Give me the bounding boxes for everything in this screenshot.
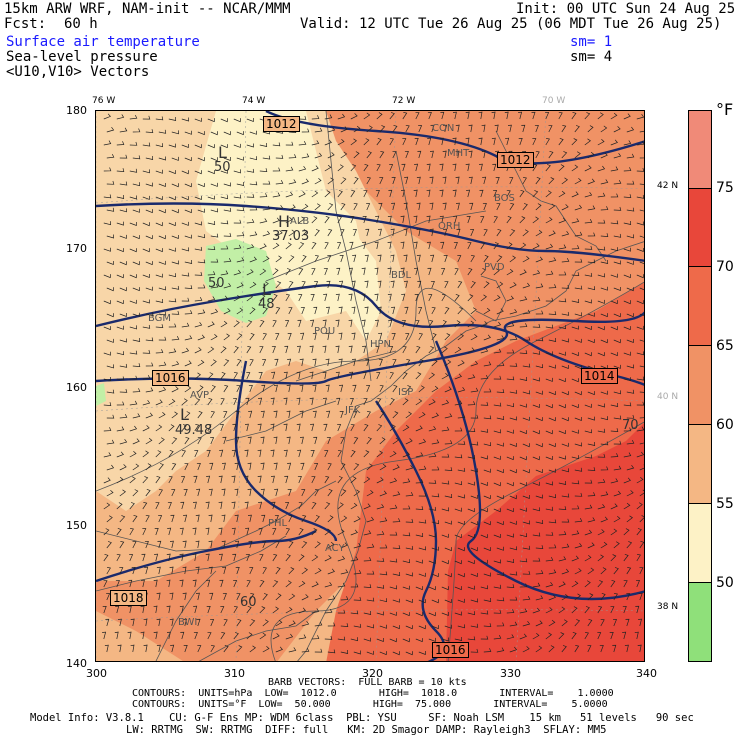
field-label-temp: Surface air temperature xyxy=(6,34,200,50)
colorbar-label-75: 75 xyxy=(716,180,734,196)
coastlines xyxy=(96,111,644,661)
temp-fill-below-50-a xyxy=(204,239,276,323)
station-isp: ISP xyxy=(398,387,414,398)
y-tick-180: 180 xyxy=(66,104,87,117)
x-tick-330: 330 xyxy=(500,667,521,680)
fcst-value: 60 h xyxy=(64,16,98,32)
weather-map xyxy=(95,110,645,662)
contours-temp: CONTOURS: UNITS=°F LOW= 50.000 HIGH= 75.… xyxy=(132,699,608,710)
colorbar-label-65: 65 xyxy=(716,338,734,354)
colorbar-swatch-3 xyxy=(689,346,711,425)
temp-fill-below-50-b xyxy=(96,383,106,406)
temp-fill-50-55-pale xyxy=(196,111,366,321)
station-bdl: BDL xyxy=(391,270,412,281)
isobar-label-1014: 1014 xyxy=(581,368,618,384)
lon-label-76w: 76 W xyxy=(92,96,116,106)
lon-label-74w: 74 W xyxy=(242,96,266,106)
low-symbol-b: L xyxy=(262,280,271,299)
station-avp: AVP xyxy=(190,390,210,401)
wind-barb-field xyxy=(102,111,644,656)
isobar-label-1012-a: 1012 xyxy=(263,116,300,132)
isobar-label-1016-a: 1016 xyxy=(152,370,189,386)
lon-label-72w: 72 W xyxy=(392,96,416,106)
field-label-vectors: <U10,V10> Vectors xyxy=(6,64,150,80)
colorbar-swatch-6 xyxy=(689,583,711,661)
colorbar-label-70: 70 xyxy=(716,259,734,275)
station-phl: PHL xyxy=(268,518,288,529)
colorbar-swatch-1 xyxy=(689,189,711,267)
x-tick-340: 340 xyxy=(636,667,657,680)
field-label-slp: Sea-level pressure xyxy=(6,49,158,65)
station-mht: MHT xyxy=(447,148,470,159)
high-symbol: H xyxy=(278,212,291,231)
isotherm-label-60: 60 xyxy=(240,595,257,610)
station-alb: ALB xyxy=(290,216,310,227)
station-bwi: BWI xyxy=(178,617,198,628)
x-tick-320: 320 xyxy=(362,667,383,680)
wind-barbs xyxy=(102,111,644,656)
temp-fill-70-75 xyxy=(446,423,644,661)
isotherms xyxy=(96,281,644,661)
x-tick-300: 300 xyxy=(86,667,107,680)
init-time: Init: 00 UTC Sun 24 Aug 25 xyxy=(516,1,736,17)
low-symbol-c: L xyxy=(180,405,189,424)
barb-info: BARB VECTORS: FULL BARB = 10 kts xyxy=(268,677,467,688)
colorbar-label-50: 50 xyxy=(716,575,734,591)
contours-hpa: CONTOURS: UNITS=hPa LOW= 1012.0 HIGH= 10… xyxy=(132,688,614,699)
model-info-2: LW: RRTMG SW: RRTMG DIFF: full KM: 2D Sm… xyxy=(126,724,607,736)
model-info-1: Model Info: V3.8.1 CU: G-F Ens MP: WDM 6… xyxy=(30,712,694,724)
station-pvd: PVD xyxy=(484,262,505,273)
valid-time: Valid: 12 UTC Tue 26 Aug 25 (06 MDT Tue … xyxy=(300,16,722,32)
station-acy: ACY xyxy=(325,543,345,554)
y-tick-140: 140 xyxy=(66,657,87,670)
colorbar-swatch-5 xyxy=(689,504,711,583)
colorbar-label-55: 55 xyxy=(716,496,734,512)
low-value-c: 49.48 xyxy=(175,423,213,438)
station-con: CON xyxy=(432,123,455,134)
isotherm-label-70: 70 xyxy=(622,418,639,433)
station-orh: ORH xyxy=(438,221,461,232)
smooth-temp: sm= 1 xyxy=(570,34,613,50)
lon-label-70w: 70 W xyxy=(542,96,566,106)
low-symbol-a: L xyxy=(218,143,227,162)
low-value-a: 50 xyxy=(214,160,231,175)
y-tick-170: 170 xyxy=(66,242,87,255)
station-pou: POU xyxy=(314,326,336,337)
low-value-b: 48 xyxy=(258,297,275,312)
colorbar-swatch-2 xyxy=(689,267,711,346)
station-bgm: BGM xyxy=(148,313,172,324)
smooth-slp: sm= 4 xyxy=(570,49,613,65)
y-tick-160: 160 xyxy=(66,381,87,394)
isobar-label-1012-b: 1012 xyxy=(497,152,534,168)
colorbar-swatch-0 xyxy=(689,111,711,189)
isobar-label-1016-b: 1016 xyxy=(432,642,469,658)
colorbar-unit: °F xyxy=(716,100,734,119)
high-value: 37.03 xyxy=(272,229,310,244)
lat-label-40n: 40 N xyxy=(657,392,679,402)
lat-label-42n: 42 N xyxy=(657,181,679,191)
lat-label-38n: 38 N xyxy=(657,602,679,612)
fcst-label: Fcst: xyxy=(4,16,47,32)
isotherm-label-50: 50 xyxy=(208,276,225,291)
y-tick-150: 150 xyxy=(66,519,87,532)
x-tick-310: 310 xyxy=(224,667,245,680)
colorbar-swatch-4 xyxy=(689,425,711,504)
colorbar-label-60: 60 xyxy=(716,417,734,433)
station-jfk: JFK xyxy=(345,405,361,416)
station-bos: BOS xyxy=(494,193,515,204)
model-title: 15km ARW WRF, NAM-init -- NCAR/MMM xyxy=(4,1,291,17)
isobar-label-1018: 1018 xyxy=(110,590,147,606)
station-hpn: HPN xyxy=(370,339,392,350)
temperature-colorbar xyxy=(688,110,712,662)
